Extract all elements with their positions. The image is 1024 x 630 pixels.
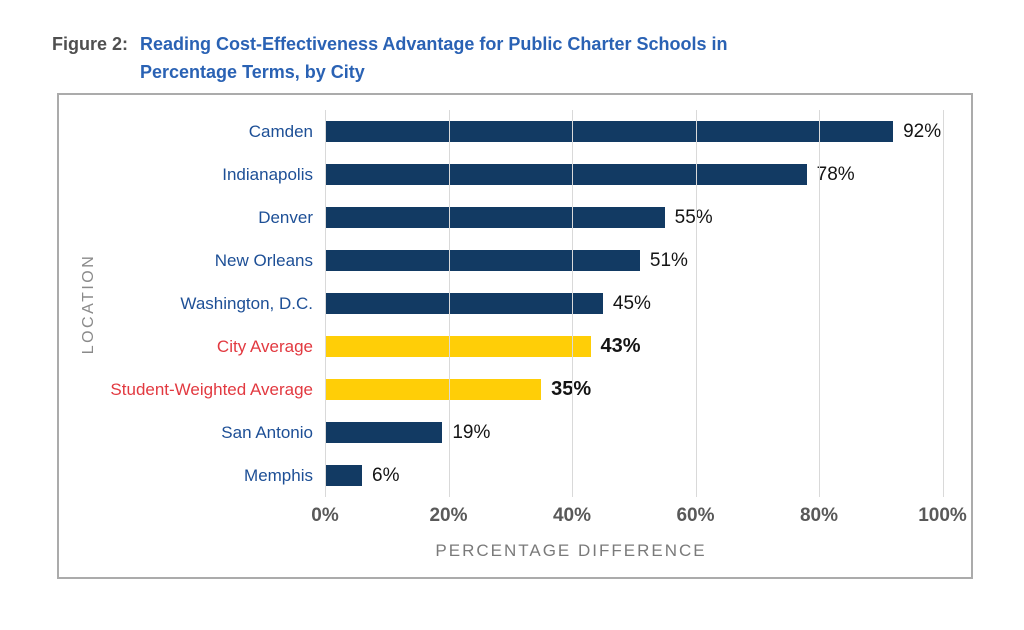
value-label: 6% — [372, 464, 400, 486]
bar — [325, 207, 665, 228]
category-label: City Average — [216, 336, 313, 356]
gridline — [942, 110, 944, 497]
bar — [325, 121, 894, 142]
x-tick-label: 0% — [311, 505, 339, 526]
bar — [325, 465, 363, 486]
bar — [325, 379, 542, 400]
value-label: 45% — [612, 292, 651, 314]
figure-heading: Figure 2: Reading Cost-Effectiveness Adv… — [52, 30, 800, 86]
bar-row: 92% — [325, 110, 973, 153]
x-tick-label: 100% — [918, 505, 967, 526]
bar-row: 35% — [325, 368, 973, 411]
category-axis: Camden Indianapolis Denver New Orleans Washi… — [59, 110, 313, 497]
x-tick-label: 60% — [676, 505, 715, 526]
bar — [325, 422, 443, 443]
value-label: 51% — [649, 249, 688, 271]
bar-row: 6% — [325, 454, 973, 497]
plot-area: 92% 78% 55% 51% 45% 43% 35% 19% 6% — [325, 110, 973, 497]
value-label: 19% — [452, 421, 491, 443]
value-label: 35% — [551, 378, 591, 401]
category-label: Student-Weighted Average — [110, 379, 313, 399]
gridline — [448, 110, 450, 497]
bar — [325, 164, 807, 185]
bar — [325, 293, 603, 314]
figure-title: Reading Cost-Effectiveness Advantage for… — [140, 34, 728, 82]
value-label: 92% — [903, 120, 942, 142]
x-tick-label: 20% — [429, 505, 468, 526]
value-label: 43% — [600, 335, 641, 357]
value-label: 78% — [816, 163, 855, 185]
bar-row: 43% — [325, 325, 973, 368]
figure-number-label: Figure 2: — [52, 34, 129, 54]
bar — [325, 336, 591, 357]
gridline — [819, 110, 820, 497]
bar-row: 45% — [325, 282, 973, 325]
category-label: New Orleans — [214, 250, 313, 270]
category-label: Camden — [248, 121, 313, 141]
category-label: Washington, D.C. — [180, 293, 313, 313]
category-label: Memphis — [244, 465, 313, 485]
x-tick-label: 80% — [799, 505, 839, 526]
category-label: San Antonio — [221, 422, 313, 442]
bar-row: 51% — [325, 239, 973, 282]
x-tick-label: 40% — [552, 505, 592, 526]
bar-row: 55% — [325, 196, 973, 239]
bar-row: 19% — [325, 411, 973, 454]
gridline — [325, 110, 326, 497]
category-label: Denver — [258, 207, 313, 227]
bar-row: 78% — [325, 153, 973, 196]
gridline — [695, 110, 697, 497]
gridline — [572, 110, 573, 497]
category-label: Indianapolis — [222, 164, 313, 184]
bar-series: 92% 78% 55% 51% 45% 43% 35% 19% 6% — [325, 110, 973, 497]
x-axis-ticks: 0% 20% 40% 60% 80% 100% — [311, 505, 973, 529]
chart-panel: LOCATION Camden Indianapolis Denver New Orl… — [57, 93, 973, 579]
x-axis-title: PERCENTAGE DIFFERENCE — [435, 541, 707, 560]
value-label: 55% — [674, 206, 713, 228]
bar — [325, 250, 640, 271]
